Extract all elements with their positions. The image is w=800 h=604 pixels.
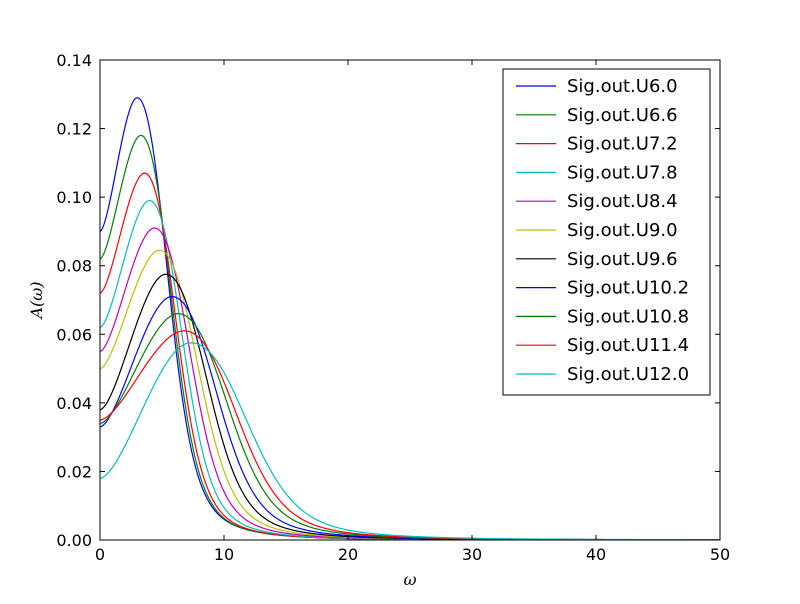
legend-label: Sig.out.U6.6 [567, 105, 678, 126]
y-tick-label: 0.12 [56, 120, 92, 139]
x-tick-label: 30 [462, 545, 482, 564]
y-tick-label: 0.10 [56, 188, 92, 207]
x-tick-label: 0 [95, 545, 105, 564]
legend-label: Sig.out.U12.0 [567, 364, 689, 385]
y-tick-label: 0.02 [56, 462, 92, 481]
legend-box [502, 68, 711, 396]
legend-label: Sig.out.U10.2 [567, 278, 689, 299]
x-tick-label: 10 [214, 545, 234, 564]
x-axis-label: ω [403, 570, 416, 589]
y-tick-label: 0.00 [56, 531, 92, 550]
y-tick-label: 0.06 [56, 325, 92, 344]
series-line-10 [99, 342, 720, 541]
x-tick-label: 50 [710, 545, 730, 564]
legend-label: Sig.out.U7.8 [567, 162, 678, 183]
legend-label: Sig.out.U7.2 [567, 134, 678, 155]
legend-label: Sig.out.U9.0 [567, 220, 678, 241]
legend-label: Sig.out.U10.8 [567, 306, 689, 327]
y-axis-label: A(ω) [27, 281, 46, 320]
legend-label: Sig.out.U8.4 [567, 191, 678, 212]
axis-ticks: 0 10 20 30 40 50 0.00 0.02 0.04 0.06 0.08 0.10 0.12 0… [56, 51, 730, 564]
x-tick-label: 40 [586, 545, 606, 564]
x-tick-label: 20 [338, 545, 358, 564]
legend-label: Sig.out.U6.0 [567, 76, 678, 97]
legend: Sig.out.U6.0 Sig.out.U6.6 Sig.out.U7.2 Sig.… [502, 68, 711, 396]
y-tick-label: 0.04 [56, 394, 92, 413]
legend-label: Sig.out.U9.6 [567, 249, 678, 270]
y-tick-label: 0.08 [56, 257, 92, 276]
y-tick-label: 0.14 [56, 51, 92, 70]
plot-frame [99, 59, 721, 541]
legend-label: Sig.out.U11.4 [567, 335, 689, 356]
